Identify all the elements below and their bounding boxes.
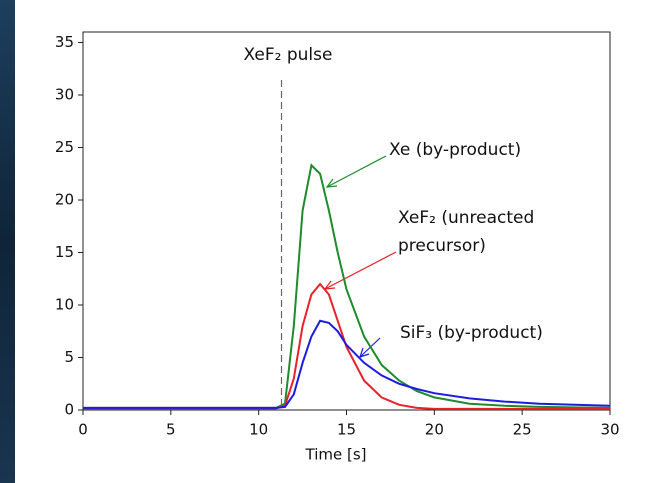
arrow: [326, 155, 387, 188]
series-line: [83, 282, 610, 410]
y-tick-label: 30: [55, 86, 74, 104]
x-tick-label: 5: [166, 421, 176, 439]
series-label: XeF₂ (unreacted: [398, 208, 534, 228]
y-tick-label: 0: [64, 401, 74, 419]
x-tick-label: 10: [249, 421, 268, 439]
x-tick-label: 0: [78, 421, 88, 439]
y-tick-label: 20: [55, 191, 74, 209]
series-label: precursor): [398, 236, 486, 256]
x-axis-label: Time [s]: [305, 446, 367, 464]
y-tick-label: 35: [55, 33, 74, 51]
y-tick-label: 10: [55, 296, 74, 314]
y-tick-label: 5: [64, 348, 74, 366]
arrowhead: [325, 178, 338, 188]
x-tick-label: 30: [600, 421, 619, 439]
series-label: SiF₃ (by-product): [400, 323, 543, 343]
series-line: [83, 319, 611, 409]
series-line: [83, 163, 611, 409]
x-tick-label: 20: [425, 421, 444, 439]
x-tick-label: 25: [513, 421, 532, 439]
y-tick-label: 25: [55, 138, 74, 156]
series-label: Xe (by-product): [389, 140, 521, 160]
x-tick-label: 15: [337, 421, 356, 439]
arrow: [324, 251, 397, 290]
arrowhead: [359, 347, 370, 358]
pulse-label: XeF₂ pulse: [244, 45, 333, 65]
background-strip: [0, 0, 15, 483]
y-tick-label: 15: [55, 243, 74, 261]
arrows: [323, 155, 397, 358]
